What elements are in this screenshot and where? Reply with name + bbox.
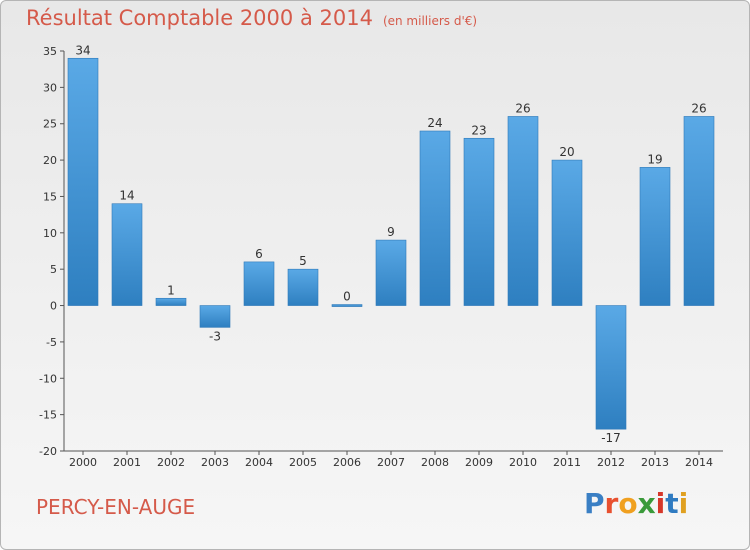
x-tick-label: 2011 [553, 456, 581, 469]
logo-letter: x [637, 487, 656, 520]
value-label-2009: 23 [471, 123, 486, 137]
chart-subtitle: (en milliers d'€) [382, 14, 478, 28]
y-tick-label: 10 [43, 227, 57, 240]
x-tick-label: 2006 [333, 456, 361, 469]
x-tick-label: 2005 [289, 456, 317, 469]
value-label-2006: 0 [343, 290, 351, 304]
logo-letter: o [618, 487, 638, 520]
y-tick-label: -20 [39, 445, 57, 458]
y-tick-label: 30 [43, 81, 57, 94]
value-label-2007: 9 [387, 225, 395, 239]
x-tick-label: 2010 [509, 456, 537, 469]
bar-2006 [331, 304, 363, 307]
bar-2001 [111, 203, 143, 306]
bar-2007 [375, 239, 407, 306]
value-label-2001: 14 [119, 189, 134, 203]
x-tick-label: 2007 [377, 456, 405, 469]
y-tick-label: 25 [43, 118, 57, 131]
y-tick-label: -15 [39, 409, 57, 422]
bar-2009 [463, 137, 495, 306]
bar-2000 [67, 57, 99, 306]
bar-2002 [155, 297, 187, 306]
y-tick-label: 5 [50, 263, 57, 276]
value-label-2000: 34 [75, 43, 90, 57]
bar-2010 [507, 116, 539, 306]
value-label-2004: 6 [255, 247, 263, 261]
chart-title-text: Résultat Comptable 2000 à 2014 [26, 6, 373, 30]
value-label-2005: 5 [299, 254, 307, 268]
value-label-2010: 26 [515, 101, 530, 115]
x-tick-label: 2008 [421, 456, 449, 469]
x-tick-label: 2004 [245, 456, 273, 469]
value-label-2002: 1 [167, 283, 175, 297]
x-tick-label: 2009 [465, 456, 493, 469]
town-name: PERCY-EN-AUGE [36, 495, 196, 519]
x-tick-label: 2012 [597, 456, 625, 469]
x-tick-label: 2002 [157, 456, 185, 469]
y-tick-label: 35 [43, 45, 57, 58]
value-label-2008: 24 [427, 116, 442, 130]
value-label-2003: -3 [209, 329, 221, 343]
logo-letter: t [665, 487, 679, 520]
bars: 34 14 1 -3 6 5 0 9 24 23 26 20 -17 19 26 [67, 43, 715, 445]
y-tick-label: 0 [50, 300, 57, 313]
bar-2012 [595, 305, 627, 430]
chart-title: Résultat Comptable 2000 à 2014 (en millie… [26, 6, 477, 30]
logo-letter: P [584, 487, 605, 520]
bar-2013 [639, 167, 671, 306]
value-label-2014: 26 [691, 101, 706, 115]
x-tick-label: 2001 [113, 456, 141, 469]
x-tick-label: 2014 [685, 456, 713, 469]
logo-letter: i [678, 487, 689, 520]
bar-2008 [419, 130, 451, 306]
proxiti-logo: Proxiti [584, 487, 688, 520]
y-tick-label: 15 [43, 190, 57, 203]
value-label-2012: -17 [601, 431, 621, 445]
x-tick-label: 2013 [641, 456, 669, 469]
x-tick-label: 2003 [201, 456, 229, 469]
y-tick-label: 20 [43, 154, 57, 167]
y-tick-label: -5 [46, 336, 57, 349]
bar-2003 [199, 305, 231, 328]
logo-letter: r [604, 487, 619, 520]
bar-2005 [287, 268, 319, 306]
value-label-2013: 19 [647, 152, 662, 166]
value-label-2011: 20 [559, 145, 574, 159]
x-tick-label: 2000 [69, 456, 97, 469]
bar-2014 [683, 116, 715, 306]
y-tick-label: -10 [39, 372, 57, 385]
bar-2011 [551, 159, 583, 306]
bar-2004 [243, 261, 275, 306]
logo-letter: i [655, 487, 666, 520]
